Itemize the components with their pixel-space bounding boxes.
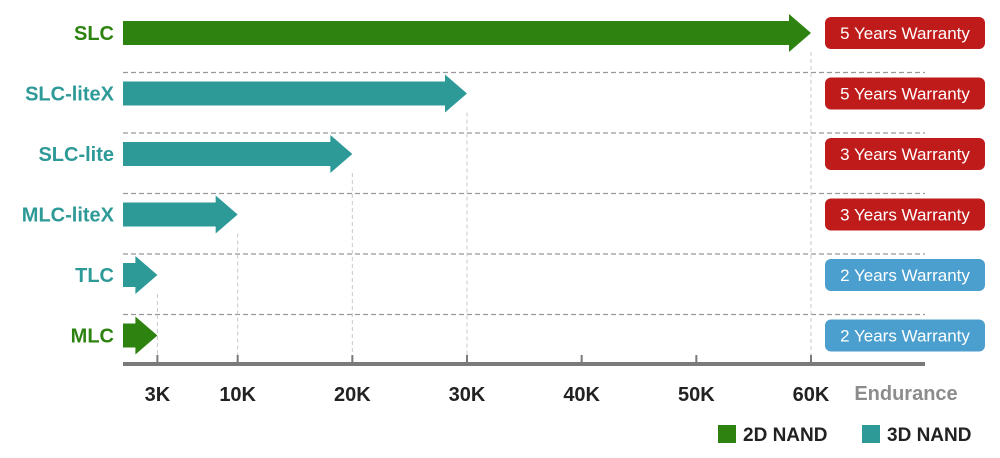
warranty-label: 2 Years Warranty bbox=[840, 327, 970, 346]
warranty-label: 5 Years Warranty bbox=[840, 24, 970, 43]
warranty-badge bbox=[825, 17, 985, 49]
warranty-badge bbox=[825, 138, 985, 170]
legend: 2D NAND 3D NAND bbox=[718, 425, 971, 446]
warranty-badges: 5 Years Warranty 5 Years Warranty 3 Years … bbox=[825, 17, 985, 352]
warranty-badge bbox=[825, 77, 985, 110]
category-label: MLC bbox=[71, 326, 114, 348]
category-label: SLC bbox=[74, 23, 114, 45]
legend-label: 3D NAND bbox=[887, 425, 971, 446]
x-axis-label: Endurance bbox=[854, 383, 957, 405]
x-tick-label: 10K bbox=[219, 384, 256, 406]
bar-slc bbox=[123, 14, 811, 52]
warranty-badge bbox=[825, 198, 985, 231]
warranty-label: 2 Years Warranty bbox=[840, 266, 970, 285]
warranty-label: 3 Years Warranty bbox=[840, 145, 970, 164]
category-label: SLC-liteX bbox=[25, 84, 115, 106]
category-labels: SLC SLC-liteX SLC-lite MLC-liteX TLC MLC bbox=[22, 23, 115, 348]
bar-slc-litex bbox=[123, 74, 467, 113]
category-label: SLC-lite bbox=[38, 144, 114, 166]
x-tick-label: 3K bbox=[145, 384, 171, 406]
bar-series bbox=[123, 14, 811, 355]
bar-mlc-litex bbox=[123, 195, 238, 234]
warranty-label: 5 Years Warranty bbox=[840, 85, 970, 104]
bar-slc-lite bbox=[123, 135, 353, 173]
legend-label: 2D NAND bbox=[743, 425, 827, 446]
x-tick-label: 40K bbox=[563, 384, 600, 406]
bar-mlc bbox=[123, 316, 158, 355]
x-tick-label: 50K bbox=[678, 384, 715, 406]
warranty-badge bbox=[825, 319, 985, 352]
x-tick-label: 20K bbox=[334, 384, 371, 406]
warranty-badge bbox=[825, 259, 985, 291]
x-tick-label: 30K bbox=[449, 384, 486, 406]
legend-swatch bbox=[718, 425, 736, 443]
gridlines bbox=[123, 52, 925, 364]
bar-tlc bbox=[123, 256, 158, 294]
category-label: TLC bbox=[75, 265, 114, 287]
warranty-label: 3 Years Warranty bbox=[840, 206, 970, 225]
x-tick-label: 60K bbox=[793, 384, 830, 406]
x-axis: 3K 10K 20K 30K 40K 50K 60K bbox=[123, 355, 925, 406]
category-label: MLC-liteX bbox=[22, 205, 115, 227]
legend-swatch bbox=[862, 425, 880, 443]
